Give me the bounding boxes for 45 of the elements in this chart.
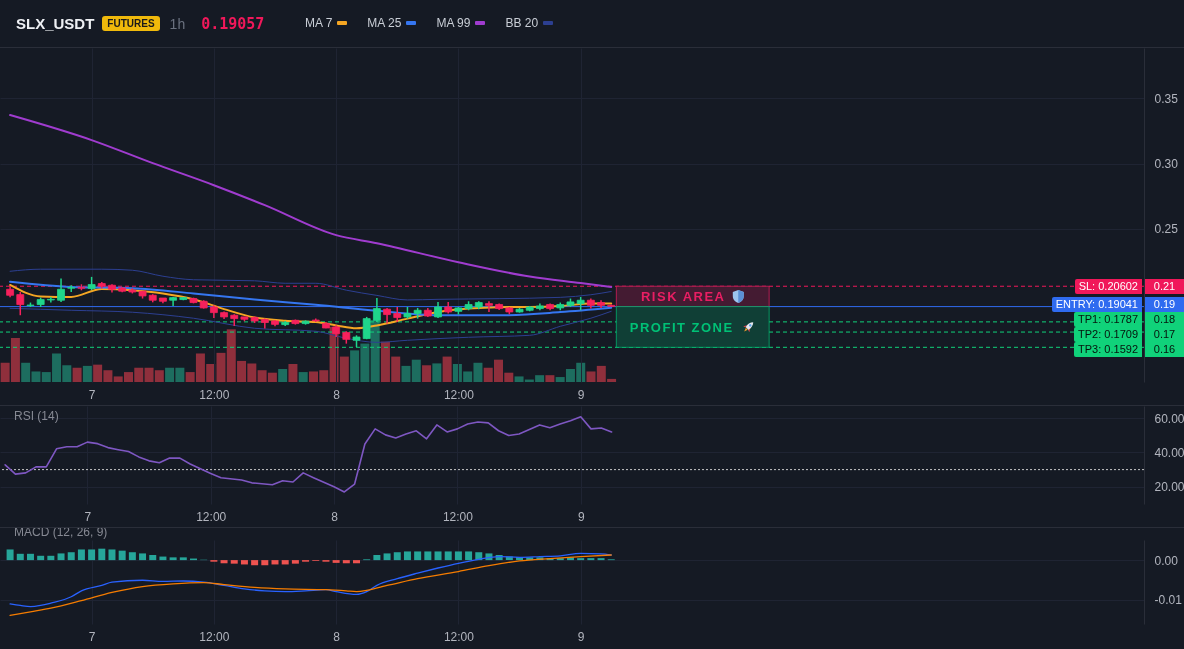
x-tick-label: 12:00 (199, 387, 230, 402)
x-tick-label: 9 (577, 509, 585, 524)
text: 0.17 (1145, 326, 1184, 342)
ref-line-label: TP1: 0.1787 (1074, 311, 1142, 327)
x-tick-label: 7 (88, 629, 96, 644)
text: 1h (169, 15, 186, 32)
y-tick-label: 0.30 (1154, 157, 1179, 172)
x-tick-label: 8 (331, 509, 339, 524)
ref-line-label: TP3: 0.1592 (1074, 341, 1142, 357)
text: 0.19057 (201, 14, 265, 33)
y-tick-label: 40.00 (1154, 445, 1184, 460)
x-tick-label: 7 (84, 509, 92, 524)
chart-title: MACD (12, 26, 9) (14, 525, 108, 539)
chart-title: SLX_USDT (16, 15, 95, 32)
x-tick-label: 12:00 (443, 629, 475, 644)
y-tick-label: -0.01 (1154, 593, 1183, 608)
x-tick-label: 9 (577, 387, 585, 402)
x-tick-label: 12:00 (442, 509, 474, 524)
y-tick-label: 0.35 (1154, 91, 1179, 106)
y-tick-label: 0.00 (1154, 553, 1179, 568)
ref-line-label: SL: 0.20602 (1074, 278, 1142, 294)
x-tick-label: 12:00 (199, 629, 230, 644)
band-label: RISK AREA (640, 288, 726, 304)
text: 0.16 (1145, 341, 1184, 357)
y-tick-label: 0.25 (1154, 222, 1179, 237)
text: FUTURES (102, 16, 160, 31)
x-tick-label: 8 (333, 629, 341, 644)
text: 0.19 (1145, 296, 1184, 312)
legend-label: MA 25 (367, 16, 402, 30)
x-tick-label: 9 (577, 629, 585, 644)
x-tick-label: 12:00 (196, 509, 227, 524)
ref-line-label: TP2: 0.1709 (1074, 326, 1142, 342)
x-tick-label: 8 (333, 387, 341, 402)
legend-label: MA 7 (305, 16, 333, 30)
x-tick-label: 12:00 (443, 387, 475, 402)
text: 0.18 (1145, 311, 1184, 327)
text: 0.21 (1145, 278, 1184, 294)
x-tick-label: 7 (88, 387, 96, 402)
y-tick-label: 60.00 (1154, 411, 1184, 426)
y-tick-label: 20.00 (1154, 480, 1184, 495)
legend-label: BB 20 (505, 16, 539, 30)
legend-label: MA 99 (436, 16, 471, 30)
chart-title: RSI (14) (14, 409, 59, 423)
band-label: PROFIT ZONE (629, 319, 734, 335)
ref-line-label: ENTRY: 0.19041 (1051, 296, 1142, 312)
